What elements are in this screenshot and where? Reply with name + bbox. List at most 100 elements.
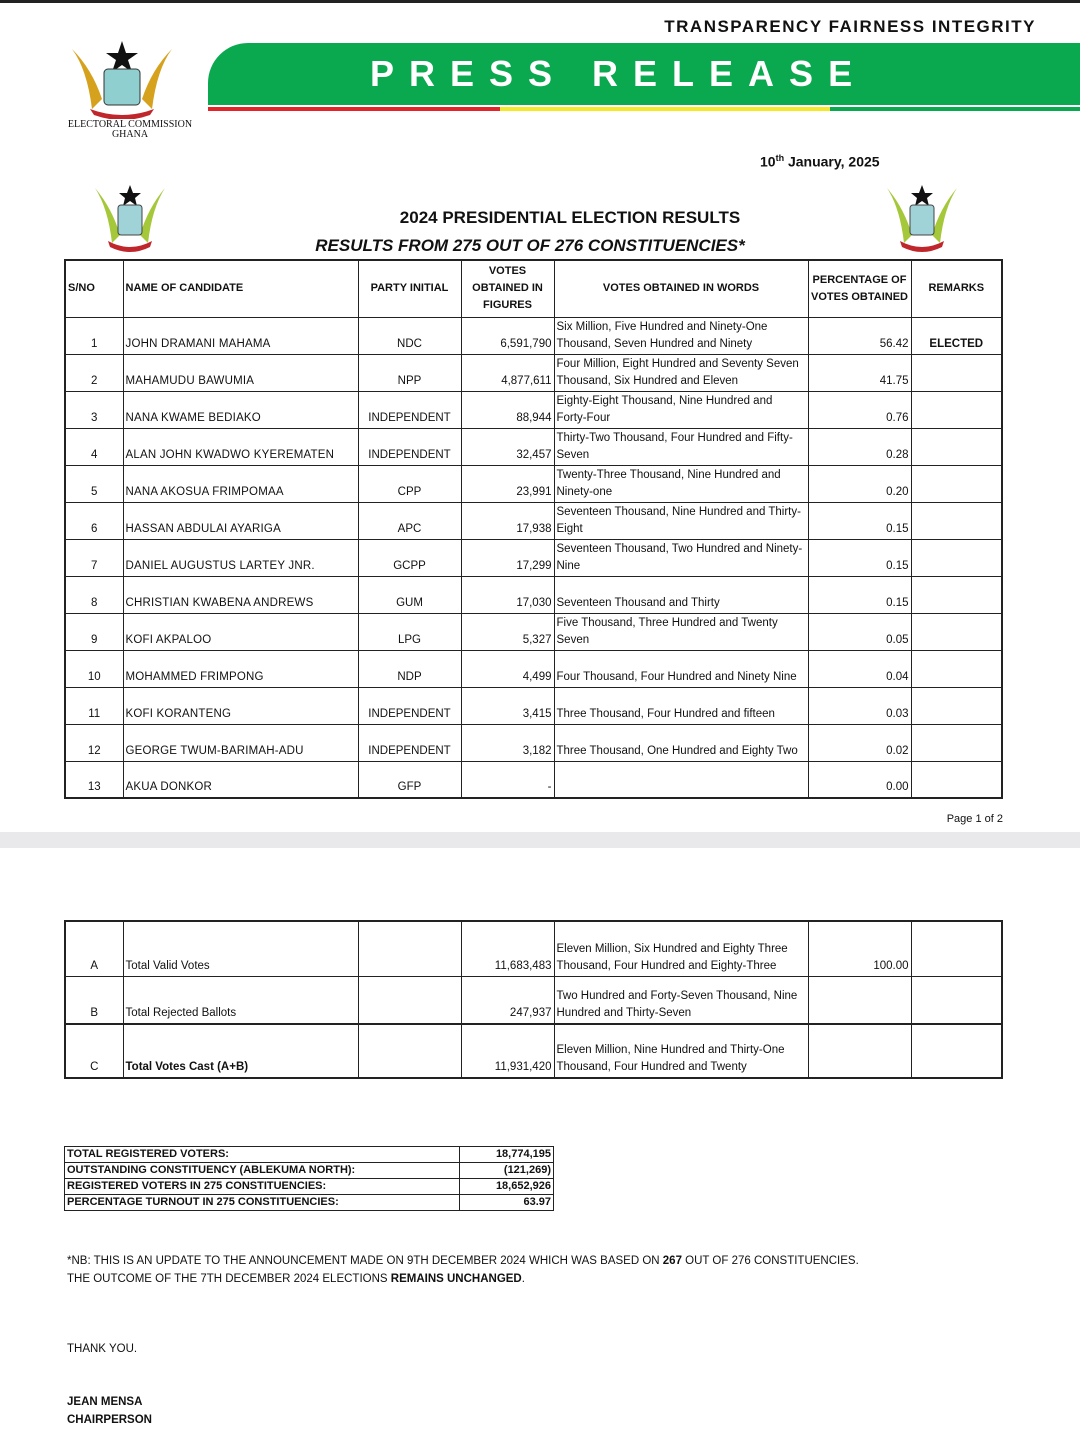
party: NDC xyxy=(357,316,462,355)
party-empty xyxy=(357,920,462,977)
votes-figures: 4,877,611 xyxy=(460,353,555,392)
coat-of-arms-icon xyxy=(887,185,957,252)
votes-words: Four Million, Eight Hundred and Seventy … xyxy=(553,353,809,392)
percentage: 0.76 xyxy=(807,390,912,429)
sno: 12 xyxy=(64,723,124,762)
note-text: OUT OF 276 CONSTITUENCIES. xyxy=(681,1255,859,1267)
document-subtitle: RESULTS FROM 275 OUT OF 276 CONSTITUENCI… xyxy=(315,236,745,255)
total-percentage xyxy=(807,975,912,1025)
total-label-letter: B xyxy=(64,975,124,1025)
percentage: 0.05 xyxy=(807,612,912,651)
summary-row: PERCENTAGE TURNOUT IN 275 CONSTITUENCIES… xyxy=(64,1194,554,1211)
summary-value: 63.97 xyxy=(459,1194,554,1211)
percentage: 0.15 xyxy=(807,501,912,540)
signatory-name: JEAN MENSA xyxy=(67,1396,143,1408)
party: NDP xyxy=(357,649,462,688)
totals-row: A Total Valid Votes 11,683,483 Eleven Milli… xyxy=(64,920,1003,977)
summary-value: (121,269) xyxy=(459,1162,554,1179)
table-row: 9 KOFI AKPALOO LPG 5,327 Five Thousand, Thre… xyxy=(64,612,1003,651)
summary-value: 18,774,195 xyxy=(459,1146,554,1163)
date-rest: January, 2025 xyxy=(784,153,880,170)
page-number: Page 1 of 2 xyxy=(946,813,1003,825)
release-date: 10th January, 2025 xyxy=(760,153,880,170)
page-1: TRANSPARENCY FAIRNESS INTEGRITY PRESS RE… xyxy=(0,0,1080,832)
remarks xyxy=(910,649,1003,688)
sno: 9 xyxy=(64,612,124,651)
percentage: 56.42 xyxy=(807,316,912,355)
total-label: Total Rejected Ballots xyxy=(122,975,359,1025)
col-remarks: REMARKS xyxy=(910,259,1003,318)
remarks xyxy=(910,723,1003,762)
votes-words: Seventeen Thousand, Nine Hundred and Thi… xyxy=(553,501,809,540)
percentage: 0.20 xyxy=(807,464,912,503)
percentage: 0.00 xyxy=(807,760,912,799)
party: INDEPENDENT xyxy=(357,686,462,725)
percentage: 0.02 xyxy=(807,723,912,762)
total-figures: 11,931,420 xyxy=(460,1023,555,1079)
total-percentage xyxy=(807,1023,912,1079)
sno: 7 xyxy=(64,538,124,577)
table-row: 2 MAHAMUDU BAWUMIA NPP 4,877,611 Four Millio… xyxy=(64,353,1003,392)
candidate-name: NANA KWAME BEDIAKO xyxy=(122,390,359,429)
yellow-stripe xyxy=(500,107,830,111)
remarks xyxy=(910,575,1003,614)
sno: 13 xyxy=(64,760,124,799)
totals-row: B Total Rejected Ballots 247,937 Two Hundre… xyxy=(64,975,1003,1025)
summary-row: REGISTERED VOTERS IN 275 CONSTITUENCIES:… xyxy=(64,1178,554,1195)
candidate-name: GEORGE TWUM-BARIMAH-ADU xyxy=(122,723,359,762)
party: CPP xyxy=(357,464,462,503)
party: INDEPENDENT xyxy=(357,390,462,429)
total-words: Eleven Million, Six Hundred and Eighty T… xyxy=(553,920,809,977)
date-day: 10 xyxy=(760,153,776,170)
percentage: 0.03 xyxy=(807,686,912,725)
sno: 2 xyxy=(64,353,124,392)
ec-logo-icon xyxy=(72,41,172,119)
table-row: 10 MOHAMMED FRIMPONG NDP 4,499 Four Thousand… xyxy=(64,649,1003,688)
remarks xyxy=(910,501,1003,540)
note-line-1: *NB: THIS IS AN UPDATE TO THE ANNOUNCEME… xyxy=(67,1252,859,1270)
table-row: 1 JOHN DRAMANI MAHAMA NDC 6,591,790 Six Mill… xyxy=(64,316,1003,355)
signatory-title: CHAIRPERSON xyxy=(67,1414,152,1426)
votes-figures: - xyxy=(460,760,555,799)
votes-words: Three Thousand, One Hundred and Eighty T… xyxy=(553,723,809,762)
page-2: A Total Valid Votes 11,683,483 Eleven Milli… xyxy=(0,848,1080,1440)
table-row: 5 NANA AKOSUA FRIMPOMAA CPP 23,991 Twenty-Th… xyxy=(64,464,1003,503)
col-votes-figures: VOTES OBTAINED IN FIGURES xyxy=(460,259,555,318)
votes-figures: 23,991 xyxy=(460,464,555,503)
summary-row: OUTSTANDING CONSTITUENCY (ABLEKUMA NORTH… xyxy=(64,1162,554,1179)
sno: 8 xyxy=(64,575,124,614)
note-bold: REMAINS UNCHANGED xyxy=(390,1273,522,1285)
remarks xyxy=(910,538,1003,577)
remarks xyxy=(910,612,1003,651)
votes-words: Eighty-Eight Thousand, Nine Hundred and … xyxy=(553,390,809,429)
votes-figures: 17,938 xyxy=(460,501,555,540)
remarks: ELECTED xyxy=(910,316,1003,355)
summary-label: OUTSTANDING CONSTITUENCY (ABLEKUMA NORTH… xyxy=(64,1162,460,1179)
table-row: 4 ALAN JOHN KWADWO KYEREMATEN INDEPENDENT 3… xyxy=(64,427,1003,466)
table-row: 3 NANA KWAME BEDIAKO INDEPENDENT 88,944 Eigh… xyxy=(64,390,1003,429)
col-party: PARTY INITIAL xyxy=(357,259,462,318)
total-label: Total Votes Cast (A+B) xyxy=(122,1023,359,1079)
party-empty xyxy=(357,975,462,1025)
sno: 5 xyxy=(64,464,124,503)
party: LPG xyxy=(357,612,462,651)
votes-figures: 4,499 xyxy=(460,649,555,688)
votes-words: Four Thousand, Four Hundred and Ninety N… xyxy=(553,649,809,688)
total-words: Eleven Million, Nine Hundred and Thirty-… xyxy=(553,1023,809,1079)
note-line-2: THE OUTCOME OF THE 7TH DECEMBER 2024 ELE… xyxy=(67,1270,859,1288)
candidate-name: JOHN DRAMANI MAHAMA xyxy=(122,316,359,355)
percentage: 0.15 xyxy=(807,538,912,577)
party: INDEPENDENT xyxy=(357,427,462,466)
total-words: Two Hundred and Forty-Seven Thousand, Ni… xyxy=(553,975,809,1025)
votes-words xyxy=(553,760,809,799)
summary-label: PERCENTAGE TURNOUT IN 275 CONSTITUENCIES… xyxy=(64,1194,460,1211)
update-note: *NB: THIS IS AN UPDATE TO THE ANNOUNCEME… xyxy=(67,1252,859,1288)
votes-words: Seventeen Thousand and Thirty xyxy=(553,575,809,614)
candidate-name: CHRISTIAN KWABENA ANDREWS xyxy=(122,575,359,614)
note-text: THE OUTCOME OF THE 7TH DECEMBER 2024 ELE… xyxy=(67,1273,391,1285)
remarks xyxy=(910,686,1003,725)
percentage: 41.75 xyxy=(807,353,912,392)
org-name: ELECTORAL COMMISSION GHANA xyxy=(60,120,200,140)
sno: 1 xyxy=(64,316,124,355)
org-line: ELECTORAL COMMISSION xyxy=(67,119,193,130)
